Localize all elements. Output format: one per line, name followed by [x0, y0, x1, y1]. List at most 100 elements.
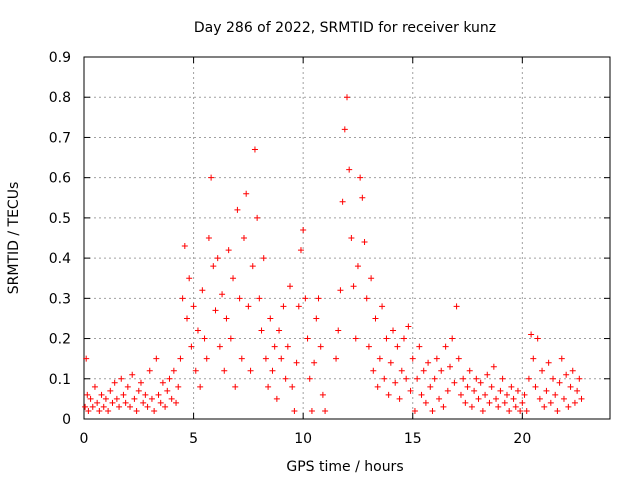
data-point — [181, 243, 188, 250]
data-point — [315, 295, 322, 302]
data-point — [479, 407, 486, 414]
data-point — [170, 367, 177, 374]
data-point — [521, 391, 528, 398]
data-point — [350, 283, 357, 290]
data-point — [164, 387, 171, 394]
data-point — [282, 375, 289, 382]
data-point — [267, 315, 274, 322]
data-point — [390, 327, 397, 334]
data-point — [418, 391, 425, 398]
data-point — [517, 407, 524, 414]
data-point — [499, 375, 506, 382]
data-point — [425, 359, 432, 366]
data-point — [151, 407, 158, 414]
data-point — [249, 263, 256, 270]
data-point — [477, 379, 484, 386]
data-point — [512, 403, 519, 410]
data-point — [383, 335, 390, 342]
data-point — [510, 395, 517, 402]
x-tick-label: 10 — [294, 431, 312, 447]
data-point — [225, 247, 232, 254]
data-point — [232, 383, 239, 390]
data-point — [514, 387, 521, 394]
data-point — [339, 198, 346, 205]
data-point — [484, 371, 491, 378]
axis-ticks — [83, 56, 610, 420]
data-point — [556, 379, 563, 386]
data-point — [567, 383, 574, 390]
data-point — [354, 263, 361, 270]
data-point — [431, 375, 438, 382]
data-point — [302, 295, 309, 302]
data-point — [442, 343, 449, 350]
data-point — [223, 315, 230, 322]
data-point — [159, 379, 166, 386]
data-point — [184, 315, 191, 322]
data-point — [574, 387, 581, 394]
data-point — [194, 327, 201, 334]
data-point — [212, 307, 219, 314]
data-point — [466, 367, 473, 374]
x-tick-label: 15 — [404, 431, 422, 447]
data-point — [385, 391, 392, 398]
grid — [84, 57, 610, 419]
data-point — [251, 146, 258, 153]
data-point — [258, 327, 265, 334]
data-point — [271, 343, 278, 350]
data-point — [337, 287, 344, 294]
data-point — [532, 383, 539, 390]
x-tick-labels: 0 5 10 15 20 — [80, 431, 532, 447]
data-point — [400, 335, 407, 342]
data-point — [236, 295, 243, 302]
y-tick-label: 0.4 — [49, 251, 71, 267]
data-point — [436, 395, 443, 402]
data-point — [569, 367, 576, 374]
data-point — [214, 255, 221, 262]
data-point — [280, 303, 287, 310]
data-point — [131, 395, 138, 402]
data-point — [379, 303, 386, 310]
data-point — [146, 367, 153, 374]
data-point — [278, 355, 285, 362]
data-point — [300, 226, 307, 233]
data-point — [545, 359, 552, 366]
data-point — [394, 343, 401, 350]
data-point — [107, 387, 114, 394]
data-point — [89, 403, 96, 410]
data-point — [508, 383, 515, 390]
data-point — [411, 407, 418, 414]
data-point — [162, 403, 169, 410]
data-point — [129, 371, 136, 378]
data-point — [392, 379, 399, 386]
data-point — [153, 355, 160, 362]
data-point — [576, 375, 583, 382]
x-tick-label: 5 — [189, 431, 198, 447]
data-point — [438, 367, 445, 374]
y-tick-label: 0.6 — [49, 171, 71, 187]
data-point — [471, 387, 478, 394]
data-point — [102, 395, 109, 402]
data-point — [409, 355, 416, 362]
data-point — [457, 391, 464, 398]
data-point — [124, 383, 131, 390]
y-axis-label: SRMTID / TECUs — [6, 182, 22, 295]
data-point — [534, 335, 541, 342]
data-point — [230, 275, 237, 282]
data-point — [473, 375, 480, 382]
data-point — [525, 375, 532, 382]
data-point — [311, 359, 318, 366]
data-point — [359, 194, 366, 201]
data-point — [405, 323, 412, 330]
data-point — [173, 399, 180, 406]
data-point — [352, 335, 359, 342]
x-tick-label: 20 — [513, 431, 531, 447]
data-point — [186, 275, 193, 282]
data-point — [210, 263, 217, 270]
data-point — [269, 367, 276, 374]
data-point — [297, 247, 304, 254]
data-point — [536, 395, 543, 402]
data-point — [578, 395, 585, 402]
data-point — [287, 283, 294, 290]
data-point — [464, 383, 471, 390]
